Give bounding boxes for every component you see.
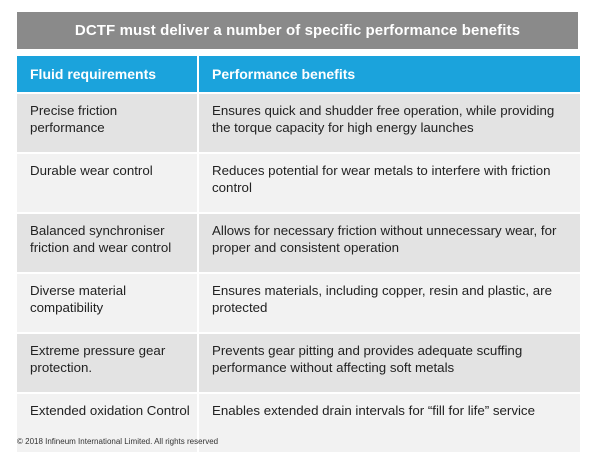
requirement-cell: Precise friction performance xyxy=(17,92,197,152)
header-performance-benefits: Performance benefits xyxy=(197,56,580,92)
table-header-row: Fluid requirements Performance benefits xyxy=(17,56,580,92)
header-fluid-requirements: Fluid requirements xyxy=(17,56,197,92)
table-row: Balanced synchroniser friction and wear … xyxy=(17,212,580,272)
benefit-cell: Prevents gear pitting and provides adequ… xyxy=(197,332,580,392)
slide-title-banner: DCTF must deliver a number of specific p… xyxy=(17,12,578,49)
benefit-cell: Reduces potential for wear metals to int… xyxy=(197,152,580,212)
table-row: Extreme pressure gear protection. Preven… xyxy=(17,332,580,392)
benefit-cell: Ensures quick and shudder free operation… xyxy=(197,92,580,152)
copyright-notice: © 2018 Infineum International Limited. A… xyxy=(17,437,219,446)
requirement-cell: Extended oxidation Control xyxy=(17,392,197,452)
requirement-cell: Extreme pressure gear protection. xyxy=(17,332,197,392)
requirement-cell: Durable wear control xyxy=(17,152,197,212)
table-row: Durable wear control Reduces potential f… xyxy=(17,152,580,212)
benefit-cell: Allows for necessary friction without un… xyxy=(197,212,580,272)
table-row: Precise friction performance Ensures qui… xyxy=(17,92,580,152)
table-row: Diverse material compatibility Ensures m… xyxy=(17,272,580,332)
requirement-cell: Balanced synchroniser friction and wear … xyxy=(17,212,197,272)
table-row: Extended oxidation Control Enables exten… xyxy=(17,392,580,452)
requirement-cell: Diverse material compatibility xyxy=(17,272,197,332)
benefit-cell: Ensures materials, including copper, res… xyxy=(197,272,580,332)
performance-table: Fluid requirements Performance benefits … xyxy=(17,56,580,452)
benefit-cell: Enables extended drain intervals for “fi… xyxy=(197,392,580,452)
